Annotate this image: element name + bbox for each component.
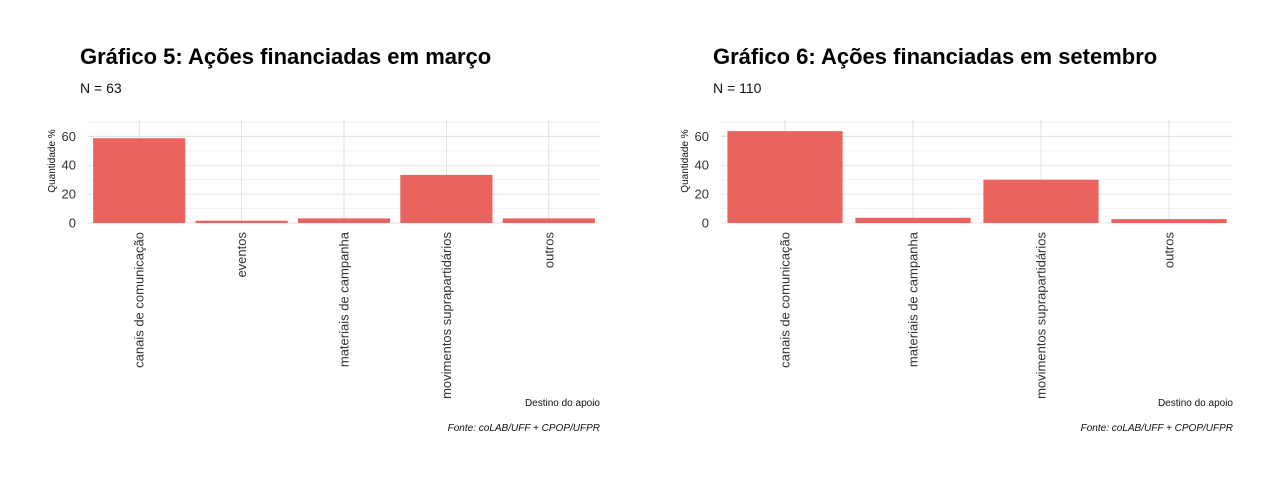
x-tick-label: canais de comunicação <box>778 232 793 368</box>
x-tick-label: outros <box>541 232 556 269</box>
bar-chart-september: 0 20 40 60 canais de comunicação materiais de… <box>680 119 1233 434</box>
chart-title: Gráfico 6: Ações financiadas em setembro <box>713 44 1158 69</box>
bar <box>400 174 493 223</box>
bar <box>727 131 843 223</box>
x-tick-label: canais de comunicação <box>132 232 147 368</box>
chart-subtitle: N = 110 <box>713 80 762 96</box>
x-tick-label: outros <box>1162 232 1177 269</box>
chart-title: Gráfico 5: Ações financiadas em março <box>80 44 492 69</box>
x-tick-label: materiais de campanha <box>906 231 921 367</box>
bar <box>93 138 186 223</box>
y-tick-label: 0 <box>702 216 709 231</box>
bar <box>855 217 971 223</box>
bar <box>1111 219 1227 223</box>
x-tick-label: movimentos suprapartidários <box>1034 232 1049 399</box>
y-tick-label: 0 <box>69 216 76 231</box>
y-tick-label: 40 <box>62 158 76 173</box>
chart-caption: Fonte: coLAB/UFF + CPOP/UFPR <box>448 423 600 434</box>
x-tick-label: materiais de campanha <box>337 231 352 367</box>
bar-chart-march: 0 20 40 60 canais de comunicação eventos mater… <box>47 119 600 434</box>
bar <box>983 179 1099 223</box>
chart-panel-march: Gráfico 5: Ações financiadas em março N … <box>47 44 600 434</box>
x-axis-title: Destino do apoio <box>525 398 600 409</box>
chart-caption: Fonte: coLAB/UFF + CPOP/UFPR <box>1081 423 1233 434</box>
y-axis-title: Quantidade % <box>47 129 58 192</box>
y-tick-label: 60 <box>62 129 76 144</box>
bar <box>502 218 595 223</box>
y-tick-label: 20 <box>695 187 709 202</box>
x-tick-label: eventos <box>234 232 249 278</box>
bar <box>195 220 288 223</box>
y-tick-label: 20 <box>62 187 76 202</box>
y-axis-title: Quantidade % <box>680 129 691 192</box>
y-tick-label: 60 <box>695 129 709 144</box>
bar <box>297 218 391 223</box>
y-tick-label: 40 <box>695 158 709 173</box>
chart-panel-september: Gráfico 6: Ações financiadas em setembro… <box>633 0 1273 480</box>
x-tick-label: movimentos suprapartidários <box>439 232 454 399</box>
chart-subtitle: N = 63 <box>80 80 122 96</box>
x-axis-title: Destino do apoio <box>1158 398 1233 409</box>
